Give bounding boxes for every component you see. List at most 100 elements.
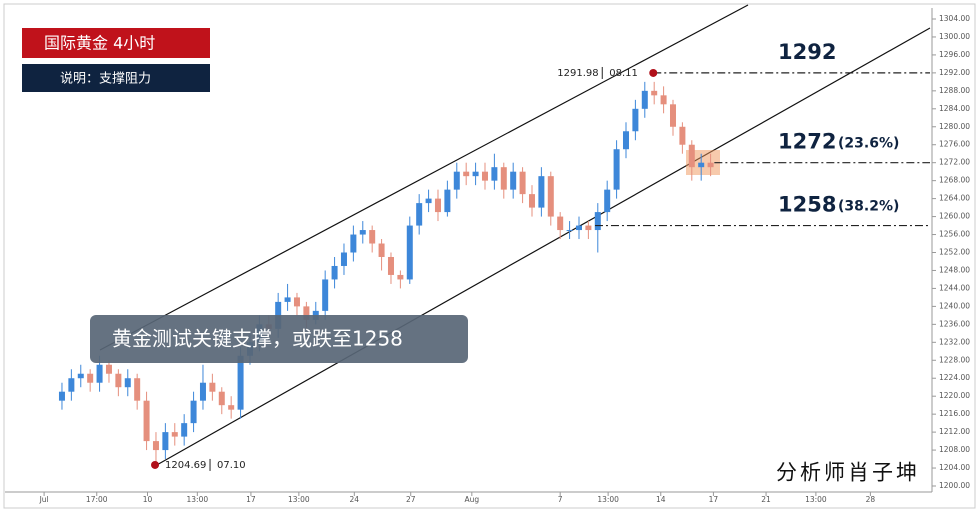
y-tick-label: 1216.00 (939, 409, 970, 418)
y-tick-label: 1232.00 (939, 337, 970, 346)
y-tick-label: 1304.00 (939, 14, 970, 23)
x-tick-label: 13:00 (597, 495, 619, 504)
x-tick-label: 10 (143, 495, 153, 504)
candle-body (406, 225, 413, 280)
y-tick-label: 1300.00 (939, 32, 970, 41)
candle-body (162, 432, 169, 451)
candle-body (669, 104, 676, 127)
x-tick-label: 7 (558, 495, 563, 504)
y-tick-label: 1208.00 (939, 445, 970, 454)
candle-body (632, 108, 639, 132)
candle-body (510, 171, 517, 190)
candle-body (77, 373, 84, 379)
candle-body (340, 252, 347, 266)
channel-lower (154, 27, 931, 467)
candle-body (519, 171, 526, 195)
y-tick-label: 1252.00 (939, 248, 970, 257)
y-tick-label: 1224.00 (939, 373, 970, 382)
candle-body (171, 432, 178, 437)
candle-body (190, 400, 197, 424)
point-date: 07.10 (217, 460, 246, 471)
y-tick-label: 1244.00 (939, 283, 970, 292)
level-note: (23.6%) (838, 136, 899, 152)
candle-body (679, 126, 686, 145)
candle-body (481, 171, 488, 181)
y-tick-label: 1220.00 (939, 391, 970, 400)
candle-body (444, 189, 451, 213)
candle-body (397, 274, 404, 280)
candle-body (613, 149, 620, 190)
candle-body (209, 382, 216, 392)
x-tick-label: 17:00 (86, 495, 108, 504)
candle-body (284, 297, 291, 302)
candle-body (566, 230, 573, 232)
candle-body (228, 405, 235, 410)
x-tick-label: 24 (350, 495, 360, 504)
candle-body (58, 391, 65, 401)
y-tick-label: 1260.00 (939, 212, 970, 221)
level-label: 1292 (778, 40, 836, 64)
point-date: 08.11 (609, 68, 638, 79)
candle-body (293, 297, 300, 307)
subtitle: 说明：支撑阻力 (60, 72, 151, 87)
candle-body (87, 373, 94, 383)
y-tick-label: 1284.00 (939, 104, 970, 113)
y-tick-label: 1292.00 (939, 68, 970, 77)
candle-body (369, 230, 376, 244)
candle-body (350, 234, 357, 253)
candle-body (303, 306, 310, 320)
candle-body (500, 167, 507, 190)
candle-body (707, 162, 714, 168)
y-tick-label: 1268.00 (939, 176, 970, 185)
candle-body (594, 212, 601, 231)
candle-body (322, 279, 329, 311)
candle-body (96, 364, 103, 383)
y-tick-label: 1240.00 (939, 301, 970, 310)
candle-body (575, 225, 582, 231)
point-value: 1204.69 (165, 460, 206, 471)
candle-body (387, 256, 394, 275)
point-marker (649, 68, 658, 77)
y-tick-label: 1228.00 (939, 355, 970, 364)
y-tick-label: 1204.00 (939, 463, 970, 472)
candle-body (547, 176, 554, 217)
y-tick-label: 1256.00 (939, 230, 970, 239)
y-tick-label: 1212.00 (939, 427, 970, 436)
candle-body (134, 378, 141, 401)
y-tick-label: 1248.00 (939, 265, 970, 274)
x-tick-label: 28 (866, 495, 876, 504)
candle-body (698, 162, 705, 168)
x-tick-label: 13:00 (805, 495, 827, 504)
level-label: 1258 (778, 193, 836, 217)
candle-body (115, 373, 122, 388)
candle-body (688, 144, 695, 168)
y-tick-label: 1288.00 (939, 86, 970, 95)
candle-body (152, 441, 159, 451)
candle-body (538, 176, 545, 208)
y-tick-label: 1264.00 (939, 194, 970, 203)
x-tick-label: 17 (709, 495, 719, 504)
y-tick-label: 1236.00 (939, 319, 970, 328)
candle-body (472, 171, 479, 177)
x-tick-label: 17 (246, 495, 256, 504)
y-tick-label: 1280.00 (939, 122, 970, 131)
candle-body (557, 216, 564, 231)
subtitle-box (22, 64, 210, 92)
candle-body (585, 225, 592, 231)
candle-body (199, 382, 206, 401)
candle-body (453, 171, 460, 190)
point-marker (151, 460, 160, 469)
x-tick-label: 27 (406, 495, 416, 504)
title-box (22, 28, 210, 58)
candle-body (491, 167, 498, 181)
channel (99, 4, 931, 467)
x-tick-label: Jul (39, 495, 49, 504)
candle-body (425, 198, 432, 204)
candle-body (331, 265, 338, 280)
y-tick-label: 1296.00 (939, 50, 970, 59)
candle-body (124, 378, 131, 388)
y-tick-label: 1272.00 (939, 158, 970, 167)
candle-body (641, 90, 648, 109)
candle-body (416, 203, 423, 226)
